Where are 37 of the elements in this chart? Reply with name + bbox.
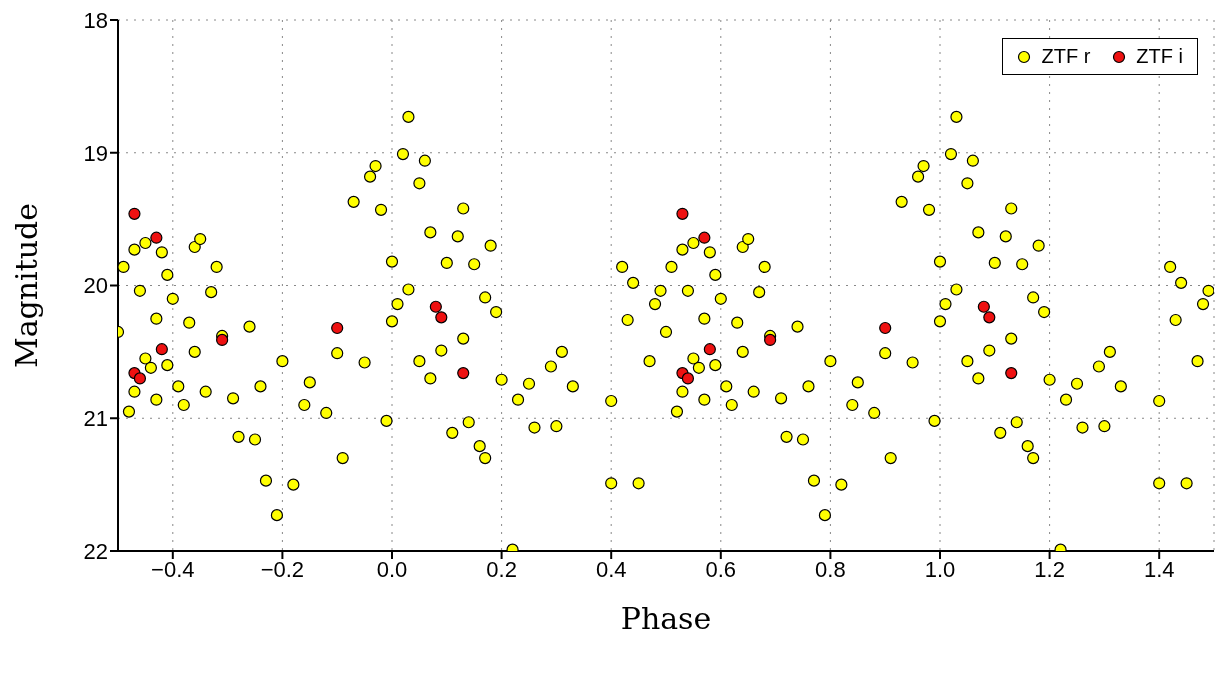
point (429, 300, 442, 313)
point (150, 231, 163, 244)
x-tick-label: 1.4 (1143, 556, 1175, 582)
point (457, 367, 470, 380)
y-tick-label: 20 (83, 273, 108, 299)
x-tick-label: 0.4 (595, 556, 627, 582)
point (676, 207, 689, 220)
point (435, 311, 448, 324)
point (216, 333, 229, 347)
point (983, 311, 996, 324)
point (128, 207, 141, 220)
y-tick-label: 22 (83, 538, 108, 564)
x-tick-label: −0.2 (260, 556, 305, 582)
point (1005, 367, 1018, 380)
point (681, 372, 695, 385)
legend-label: ZTF r (1041, 45, 1091, 68)
x-tick-label: 1.0 (924, 556, 956, 582)
point (155, 343, 168, 356)
point (879, 321, 892, 335)
x-tick-label: 0.0 (376, 556, 408, 582)
legend-label: ZTF i (1136, 45, 1183, 68)
x-tick-label: 0.8 (815, 556, 846, 582)
y-tick-label: 21 (83, 406, 108, 432)
x-tick-label: 0.2 (486, 556, 517, 582)
point (133, 372, 147, 385)
y-tick-label: 19 (83, 140, 108, 166)
point (764, 333, 777, 347)
x-tick-label: 1.2 (1034, 556, 1065, 582)
point (698, 231, 711, 244)
point (703, 343, 716, 356)
point (331, 321, 344, 335)
point (977, 300, 990, 313)
x-tick-label: 0.6 (705, 556, 737, 582)
x-axis-title: Phase (620, 601, 712, 636)
x-tick-label: −0.4 (151, 556, 195, 582)
y-axis-title: Magnitude (8, 202, 44, 369)
y-tick-label: 18 (83, 7, 108, 33)
